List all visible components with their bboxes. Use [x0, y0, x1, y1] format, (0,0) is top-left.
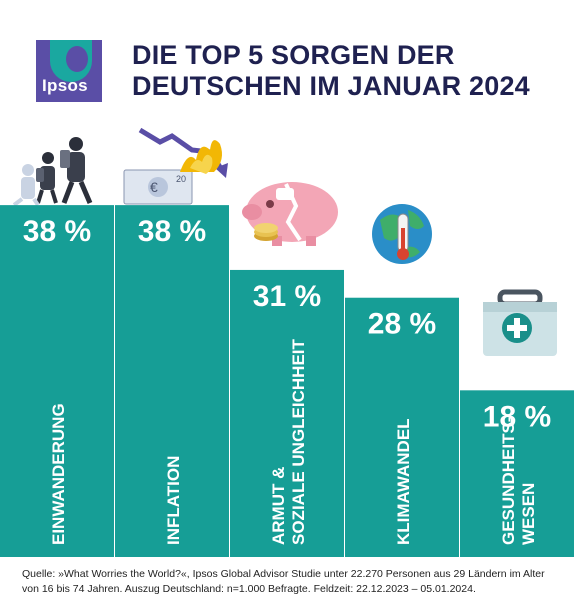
value-labels: 38 % 38 % 31 % 28 % 18 %: [23, 215, 551, 433]
bar-1: [0, 205, 114, 557]
category-labels: EINWANDERUNG INFLATION ARMUT & SOZIALE UNGL…: [49, 338, 538, 545]
chart-title: DIE TOP 5 SORGEN DER DEUTSCHEN IM JANUAR…: [132, 40, 530, 102]
category-label-3-line-1: ARMUT &: [269, 467, 288, 545]
category-label-2-line-1: INFLATION: [164, 456, 183, 545]
source-line-2: von 16 bis 74 Jahren. Auszug Deutschland…: [22, 583, 476, 595]
category-label-1: EINWANDERUNG: [49, 403, 68, 545]
category-label-4: KLIMAWANDEL: [394, 418, 413, 545]
value-label-5: 18 %: [483, 400, 551, 433]
bar-4: [345, 297, 459, 557]
category-label-4-line-1: KLIMAWANDEL: [394, 418, 413, 545]
value-label-4: 28 %: [368, 308, 436, 341]
bar-2: [115, 205, 229, 557]
bar-5: [460, 390, 574, 557]
inflation-icon: € 20: [123, 127, 228, 205]
category-label-3-line-2: SOZIALE UNGLEICHHEIT: [289, 338, 308, 545]
value-label-2: 38 %: [138, 215, 206, 248]
value-label-1: 38 %: [23, 215, 91, 248]
svg-text:20: 20: [176, 174, 186, 184]
category-label-5-line-2: WESEN: [519, 483, 538, 545]
title-line-2: DEUTSCHEN IM JANUAR 2024: [132, 71, 530, 101]
globe-thermometer-icon: [372, 204, 432, 264]
svg-text:€: €: [150, 179, 158, 195]
category-label-1-line-1: EINWANDERUNG: [49, 403, 68, 545]
category-label-3: ARMUT & SOZIALE UNGLEICHHEIT: [269, 338, 308, 545]
value-label-3: 31 %: [253, 280, 321, 313]
logo-face-shape: [66, 46, 88, 72]
category-label-2: INFLATION: [164, 456, 183, 545]
bar-3: [230, 269, 344, 557]
first-aid-kit-icon: [483, 289, 557, 356]
bar-icons: € 20: [12, 127, 557, 356]
logo-text: Ipsos: [42, 76, 88, 95]
title-line-1: DIE TOP 5 SORGEN DER: [132, 40, 455, 70]
bars: [0, 205, 574, 557]
source-note: Quelle: »What Worries the World?«, Ipsos…: [22, 567, 562, 597]
category-label-5: GESUNDHEITS- WESEN: [499, 417, 538, 545]
broken-piggy-bank-icon: [242, 182, 338, 246]
migration-icon: [12, 137, 93, 207]
source-line-1: Quelle: »What Worries the World?«, Ipsos…: [22, 568, 545, 580]
ipsos-logo: Ipsos: [36, 40, 102, 102]
category-label-5-line-1: GESUNDHEITS-: [499, 417, 518, 545]
